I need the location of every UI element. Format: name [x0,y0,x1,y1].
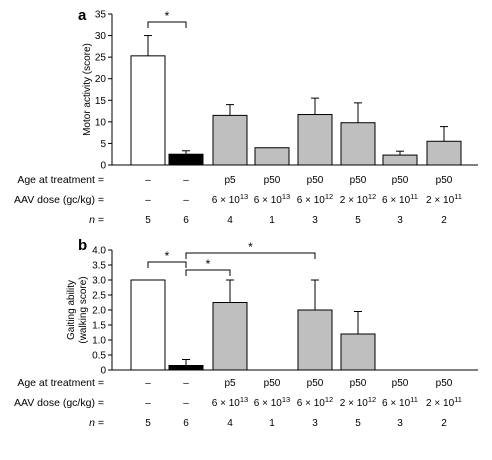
row-cell: p50 [392,378,409,389]
bar [426,140,462,166]
bar [168,365,204,371]
row-cell: 6 [183,215,189,226]
row-label: n = [89,214,104,226]
significance-star: * [206,257,211,271]
significance-star: * [165,249,170,263]
row-cell: 1 [269,215,275,226]
row-cell: 2 × 1011 [426,192,462,206]
row-cell: – [145,195,151,206]
bar [340,333,376,371]
row-cell: p5 [224,175,236,186]
significance-star: * [248,240,253,254]
y-axis-label: Motor activity (score) [82,43,93,136]
y-tick-label: 35 [95,10,107,21]
y-tick-label: 5 [100,139,106,150]
row-cell: 5 [355,215,361,226]
y-tick-label: 1.5 [92,321,106,332]
panel-label-b: b [78,237,87,254]
row-cell: 3 [312,418,318,429]
bar [212,114,248,166]
row-cell: p50 [436,378,453,389]
y-tick-label: 4.0 [92,246,106,257]
y-tick-label: 1.0 [92,336,106,347]
bar [382,154,418,166]
y-axis-label: (walking score) [78,276,89,343]
y-tick-label: 15 [95,96,107,107]
row-cell: – [145,378,151,389]
row-cell: p50 [350,378,367,389]
row-cell: 6 × 1013 [254,395,290,409]
row-cell: 6 × 1011 [382,192,418,206]
significance-bracket [147,21,187,28]
y-tick-label: 0.5 [92,351,106,362]
row-cell: p50 [307,175,324,186]
row-cell: p5 [224,378,236,389]
row-cell: p50 [264,175,281,186]
row-cell: 6 [183,418,189,429]
row-cell: – [183,378,189,389]
row-cell: 2 × 1012 [340,192,376,206]
y-tick-label: 20 [95,74,107,85]
row-cell: 3 [397,418,403,429]
row-cell: 6 × 1013 [254,192,290,206]
row-cell: – [145,175,151,186]
row-cell: p50 [436,175,453,186]
row-cell: 5 [145,215,151,226]
row-label: n = [89,417,104,429]
y-tick-label: 0 [100,161,106,172]
row-label: AAV dose (gc/kg) = [14,194,104,206]
y-tick-label: 2.0 [92,306,106,317]
row-cell: 6 × 1011 [382,395,418,409]
significance-bracket [185,269,231,276]
panel-label-a: a [78,7,87,24]
row-label: Age at treatment = [17,377,104,389]
y-tick-label: 10 [95,117,107,128]
row-cell: 5 [355,418,361,429]
significance-bracket [185,252,316,259]
bar [130,279,166,371]
y-tick-label: 0 [100,366,106,377]
row-cell: p50 [307,378,324,389]
bar [168,153,204,166]
bar [130,55,166,166]
y-tick-label: 30 [95,31,107,42]
row-cell: p50 [350,175,367,186]
y-tick-label: 3.5 [92,261,106,272]
bar [212,302,248,371]
y-axis-label: Gaiting ability [66,280,77,340]
row-cell: 6 × 1013 [212,395,248,409]
significance-bracket [147,261,187,268]
row-cell: – [183,195,189,206]
bar [254,147,290,166]
y-tick-label: 25 [95,53,107,64]
row-cell: 2 [441,418,447,429]
bar [297,114,333,166]
row-label: Age at treatment = [17,174,104,186]
y-tick-label: 2.5 [92,291,106,302]
row-cell: – [145,398,151,409]
row-cell: 6 × 1012 [297,395,333,409]
row-cell: 3 [397,215,403,226]
row-cell: p50 [392,175,409,186]
row-cell: 1 [269,418,275,429]
row-cell: 6 × 1013 [212,192,248,206]
significance-star: * [165,9,170,23]
row-cell: – [183,175,189,186]
row-cell: 6 × 1012 [297,192,333,206]
bar [297,309,333,371]
bar [340,122,376,166]
row-cell: 4 [227,418,233,429]
row-cell: p50 [264,378,281,389]
row-cell: 5 [145,418,151,429]
y-tick-label: 3.0 [92,276,106,287]
row-cell: 2 × 1011 [426,395,462,409]
row-cell: 3 [312,215,318,226]
row-cell: 2 [441,215,447,226]
row-cell: – [183,398,189,409]
row-cell: 2 × 1012 [340,395,376,409]
row-label: AAV dose (gc/kg) = [14,397,104,409]
row-cell: 4 [227,215,233,226]
